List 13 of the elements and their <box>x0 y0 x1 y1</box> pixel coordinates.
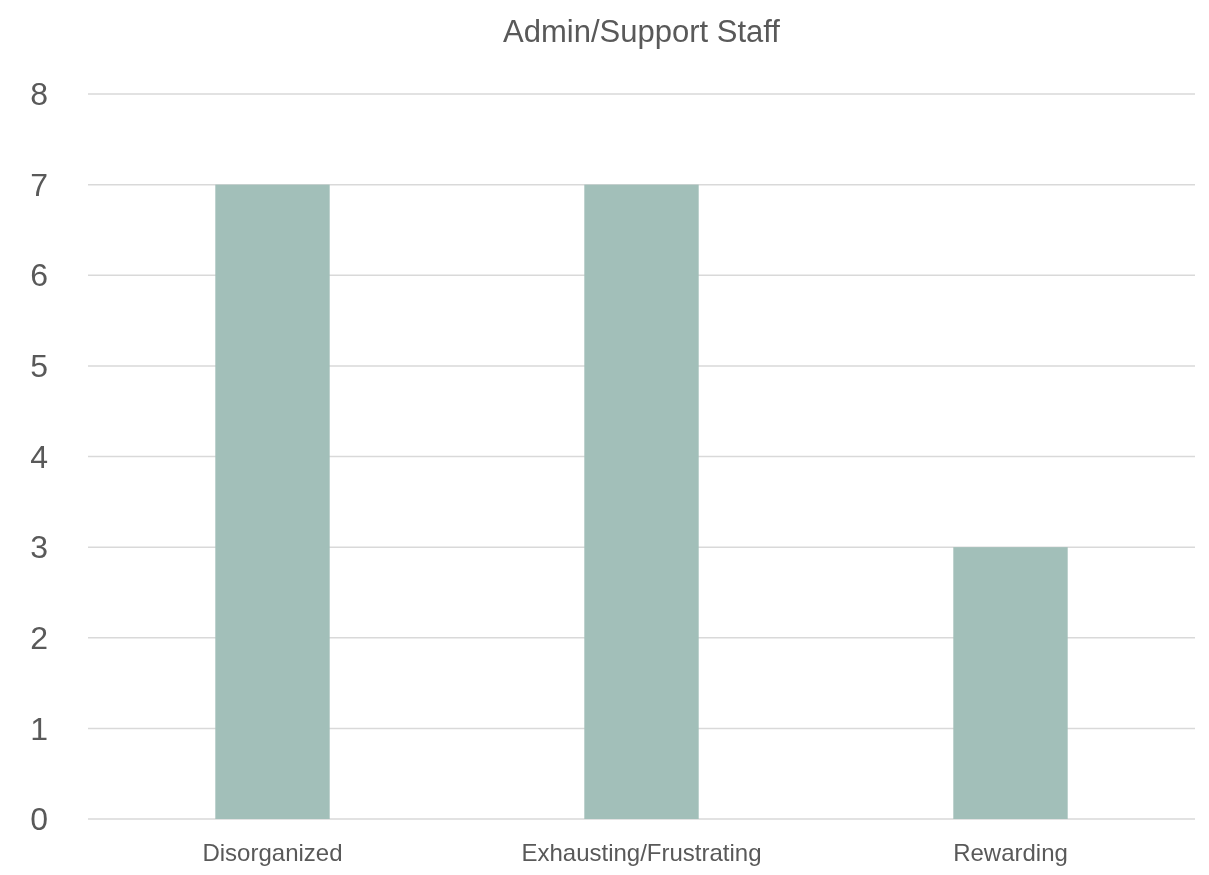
y-tick-label: 0 <box>30 801 48 838</box>
chart-title: Admin/Support Staff <box>503 14 781 49</box>
y-tick-label: 6 <box>30 257 48 294</box>
x-tick-label: Rewarding <box>953 839 1068 866</box>
y-tick-label: 1 <box>30 710 48 747</box>
y-tick-label: 7 <box>30 166 48 203</box>
y-tick-label: 8 <box>30 76 48 113</box>
y-tick-label: 3 <box>30 529 48 566</box>
y-tick-label: 5 <box>30 348 48 385</box>
x-tick-label: Exhausting/Frustrating <box>521 839 762 866</box>
y-tick-label: 4 <box>30 438 48 475</box>
x-tick-label: Disorganized <box>202 839 343 866</box>
y-tick-label: 2 <box>30 619 48 656</box>
